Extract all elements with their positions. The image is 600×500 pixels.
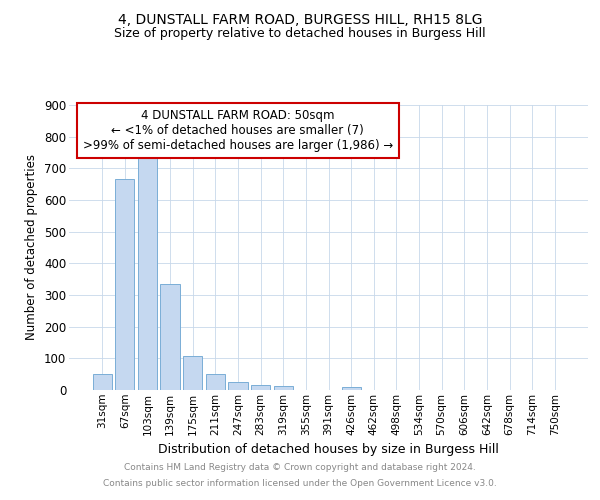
Bar — [138, 152, 157, 390]
Y-axis label: Number of detached properties: Number of detached properties — [25, 154, 38, 340]
X-axis label: Distribution of detached houses by size in Burgess Hill: Distribution of detached houses by size … — [158, 443, 499, 456]
Bar — [229, 382, 248, 390]
Text: Size of property relative to detached houses in Burgess Hill: Size of property relative to detached ho… — [114, 28, 486, 40]
Bar — [92, 374, 112, 390]
Text: 4 DUNSTALL FARM ROAD: 50sqm
← <1% of detached houses are smaller (7)
>99% of sem: 4 DUNSTALL FARM ROAD: 50sqm ← <1% of det… — [83, 110, 393, 152]
Bar — [183, 356, 202, 390]
Bar — [115, 180, 134, 390]
Bar — [341, 388, 361, 390]
Text: 4, DUNSTALL FARM ROAD, BURGESS HILL, RH15 8LG: 4, DUNSTALL FARM ROAD, BURGESS HILL, RH1… — [118, 12, 482, 26]
Bar — [160, 284, 180, 390]
Bar — [251, 384, 270, 390]
Text: Contains HM Land Registry data © Crown copyright and database right 2024.: Contains HM Land Registry data © Crown c… — [124, 464, 476, 472]
Text: Contains public sector information licensed under the Open Government Licence v3: Contains public sector information licen… — [103, 478, 497, 488]
Bar — [274, 386, 293, 390]
Bar — [206, 374, 225, 390]
